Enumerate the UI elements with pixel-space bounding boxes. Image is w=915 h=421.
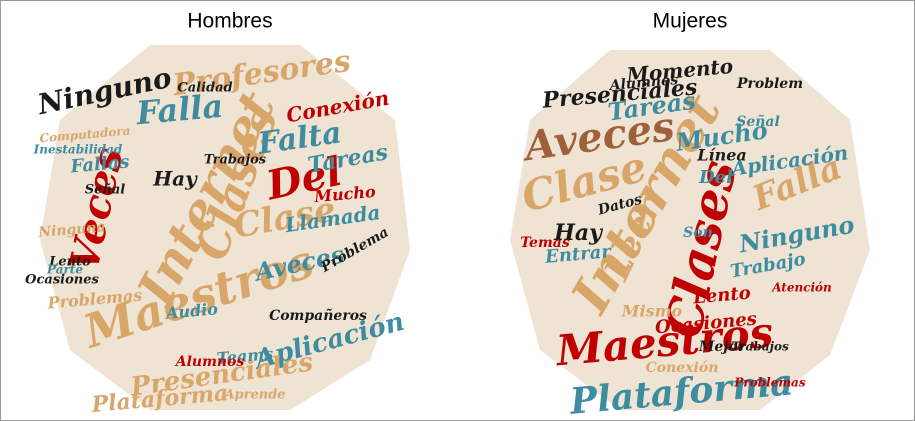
cloud-word: Temas: [520, 235, 570, 251]
cloud-word: Lento: [691, 283, 751, 309]
cloud-word: Atención: [771, 281, 832, 295]
cloud-word: Mejor: [698, 339, 747, 355]
panel-title: Mujeres: [653, 10, 728, 33]
cloud-word: Aprende: [222, 388, 285, 403]
cloud-word: Compañeros: [269, 307, 367, 324]
cloud-background: [510, 50, 870, 410]
cloud-word: Ocasiones: [25, 273, 99, 288]
cloud-word: Mismo: [621, 302, 683, 321]
cloud-word: Fallas: [69, 151, 131, 177]
cloud-word: Ninguna: [37, 219, 107, 241]
cloud-word: Problemas: [733, 376, 805, 390]
cloud-word: Señal: [85, 183, 126, 198]
cloud-word: Del: [698, 167, 733, 188]
cloud-word: Parte: [46, 263, 83, 277]
cloud-word: Hay: [553, 220, 604, 246]
cloud-word: Problem: [736, 76, 803, 92]
cloud-word: Hay: [152, 167, 198, 191]
cloud-word: Línea: [696, 146, 747, 165]
cloud-word: Alumnos: [174, 354, 245, 370]
cloud-word: Trabajos: [731, 340, 789, 354]
cloud-word: Señal: [736, 113, 780, 130]
cloud-word: Trabajos: [204, 153, 267, 168]
cloud-background: [40, 45, 410, 410]
cloud-word: Teams: [216, 344, 274, 368]
cloud-word: Audio: [163, 299, 219, 323]
cloud-word: Alumnos: [607, 72, 679, 94]
panel-title: Hombres: [187, 10, 272, 33]
cloud-word: Calidad: [177, 81, 232, 96]
cloud-word: Lento: [48, 255, 91, 270]
cloud-word: Inestabilidad: [33, 143, 123, 157]
cloud-word: Conexión: [646, 360, 719, 376]
cloud-word: Son: [683, 225, 713, 241]
cloud-word: Falla: [134, 87, 225, 133]
